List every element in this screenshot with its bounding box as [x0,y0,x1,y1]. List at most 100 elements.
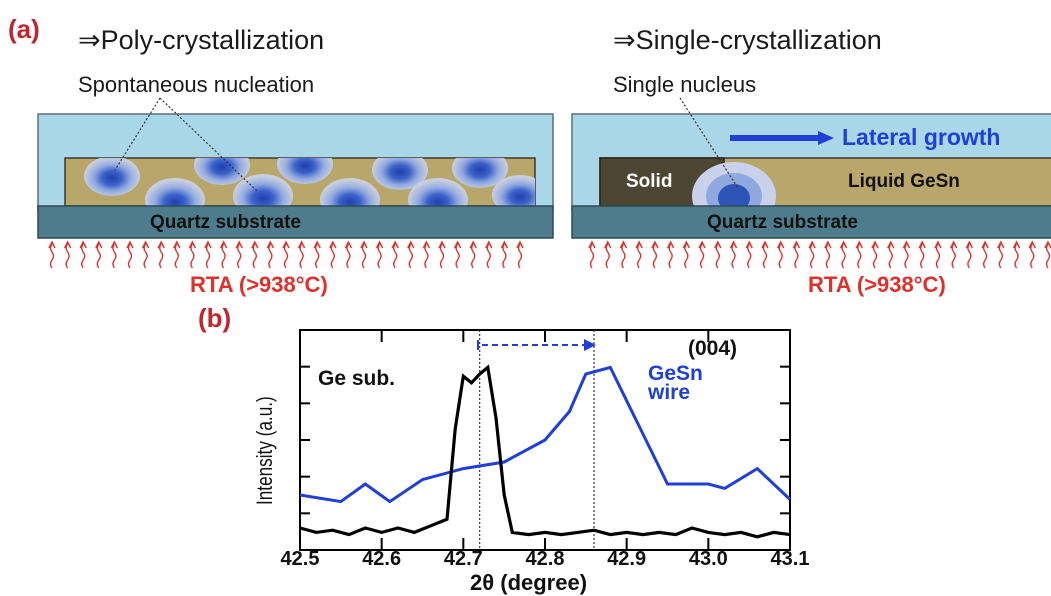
heat-arrow-head [871,240,879,249]
x-axis-label: 2θ (degree) [470,570,588,595]
heat-arrow [668,243,673,269]
heat-arrow-head [407,240,415,249]
heat-arrow-head [266,240,275,249]
heat-arrow [299,243,304,269]
x-tick-label: 43.0 [688,548,728,570]
heat-arrow [967,243,972,269]
heat-arrow [809,243,815,269]
gesn-label: GeSn [648,362,703,385]
heat-arrow [174,243,179,269]
heat-arrow [377,243,382,269]
heat-arrow [393,243,398,269]
heat-arrow [888,243,893,269]
heat-arrow-head [729,240,738,249]
rta-label-left: RTA (>938°C) [190,272,328,297]
spontaneous-nucleation-label: Spontaneous nucleation [78,72,315,97]
y-axis-label: Intensity (a.u.) [252,396,277,505]
heat-arrow-head [235,240,243,249]
heat-arrow-head [516,240,524,249]
solid-label: Solid [626,171,673,192]
heat-arrow [636,243,642,269]
quartz-substrate-left [37,205,554,239]
panel-a-schematic [37,97,1051,269]
panel-b-label: (b) [198,303,232,333]
heat-arrow-head [360,240,368,249]
heat-arrow-head [1028,240,1036,249]
heat-arrow-head [141,240,150,249]
heat-arrow [424,243,429,269]
heat-arrow [190,243,195,269]
heat-arrow-head [950,240,958,249]
heat-arrow-head [824,240,832,249]
x-tick-label: 42.9 [607,548,647,570]
single-nucleus [692,162,776,206]
heat-arrow [935,243,941,269]
heat-arrow [684,243,689,269]
heat-arrow-head [918,240,926,249]
reference-lines [479,330,595,550]
heat-arrow-head [313,240,321,249]
heat-arrow [1030,243,1035,269]
heat-arrow-head [635,240,643,249]
heat-arrow-head [965,240,974,249]
heat-arrow-head [126,240,134,249]
heat-arrow [143,243,148,269]
heat-arrow [237,243,242,269]
x-tick-label: 42.7 [443,548,483,570]
heat-arrow [159,243,164,269]
heat-arrow [872,243,878,269]
heat-arrow [1014,243,1019,269]
heat-arrow [65,243,70,269]
heat-arrow-head [469,240,477,249]
x-tick-label: 43.1 [770,548,810,570]
heat-arrow-head [157,240,165,249]
heat-arrow-head [204,240,212,249]
heat-arrow-head [902,240,911,249]
heat-arrow [825,243,831,269]
heat-arrow [951,243,956,269]
heat-arrow-head [808,240,816,249]
heat-arrow [794,243,799,269]
x-tick-label: 42.8 [525,548,565,570]
heat-arrow [715,243,720,269]
heat-arrow-head [1044,240,1051,249]
heat-arrow [982,243,988,269]
heat-arrow [408,243,413,269]
heat-arrow-head [110,240,119,249]
heat-arrow [315,243,320,269]
heat-arrow [904,243,909,269]
heat-arrow [96,243,101,269]
heat-arrows-right [588,240,1051,269]
heat-arrow-head [745,240,753,249]
heat-arrow-head [95,240,103,249]
series-gesn-wire-line [299,365,792,504]
heat-arrow-head [63,240,72,249]
heat-arrow-head [619,240,628,249]
heat-arrow [1045,243,1051,269]
heat-arrow [439,243,445,269]
heat-arrow-head [855,240,863,249]
heat-arrow [268,243,273,269]
heat-arrow [112,243,117,269]
series-ge-sub-line [299,364,791,539]
heat-arrow-head [219,240,228,249]
x-tick-label: 42.5 [280,548,320,570]
single-crystallization-heading: ⇒Single-crystallization [613,25,882,55]
heat-arrow-head [375,240,384,249]
quartz-substrate-right [571,205,1051,239]
heat-arrow [346,243,351,269]
heat-arrow [502,243,507,269]
heat-arrow [778,243,783,269]
heat-arrow-head [485,240,493,249]
heat-arrow [605,243,610,269]
heat-arrow-head [438,240,446,249]
poly-crystallization-heading: ⇒Poly-crystallization [78,25,325,55]
heat-arrow [486,243,491,269]
heat-arrow [731,243,736,269]
heat-arrow [621,243,626,269]
heat-arrow [361,243,367,269]
reflection-annotation: (004) [688,337,738,360]
axis-ticks [299,330,791,550]
heat-arrow [589,243,595,269]
